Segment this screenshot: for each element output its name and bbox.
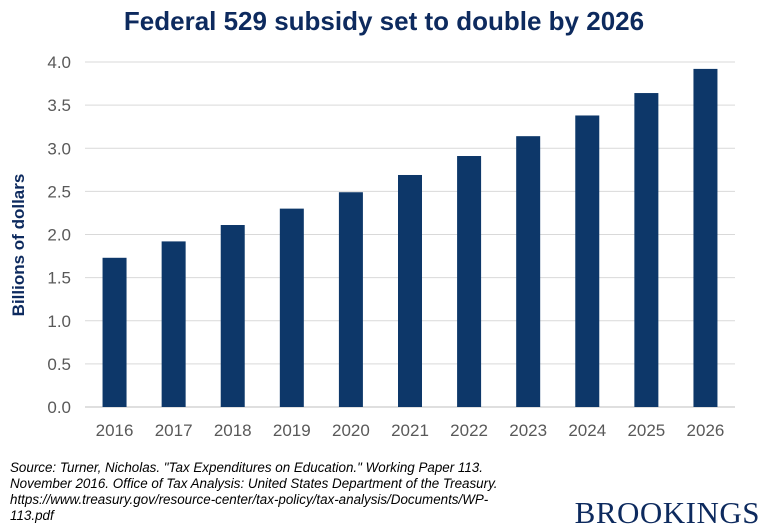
y-tick-label: 0.5	[47, 355, 71, 374]
chart-title: Federal 529 subsidy set to double by 202…	[123, 6, 645, 36]
bar-2019	[279, 208, 304, 407]
y-tick-label: 2.5	[47, 182, 71, 201]
x-tick-label: 2023	[509, 421, 547, 440]
x-tick-labels: 2016 2017 2018 2019 2020 2021 2022 2023 2024 2025…	[96, 421, 725, 440]
x-tick-label: 2024	[568, 421, 606, 440]
brookings-logo: BROOKINGS	[574, 495, 760, 530]
bar-2018	[220, 225, 245, 407]
x-tick-label: 2016	[96, 421, 134, 440]
source-note: Source: Turner, Nicholas. "Tax Expenditu…	[10, 460, 600, 524]
y-tick-label: 2.0	[47, 226, 71, 245]
source-line: November 2016. Office of Tax Analysis: U…	[10, 476, 498, 491]
x-tick-label: 2025	[627, 421, 665, 440]
x-tick-label: 2021	[391, 421, 429, 440]
x-tick-label: 2018	[214, 421, 252, 440]
y-tick-label: 3.0	[47, 139, 71, 158]
bar-2016	[102, 257, 127, 407]
bar-2023	[516, 136, 541, 408]
bar-2025	[634, 93, 659, 408]
bar-2026	[693, 68, 718, 408]
y-tick-label: 3.5	[47, 96, 71, 115]
y-tick-label: 0.0	[47, 398, 71, 417]
source-line: https://www.treasury.gov/resource-center…	[10, 492, 489, 507]
source-line: Source: Turner, Nicholas. "Tax Expenditu…	[10, 460, 483, 475]
bar-2024	[575, 115, 600, 407]
y-tick-labels: 0.0 0.5 1.0 1.5 2.0 2.5 3.0 3.5 4.0	[47, 53, 71, 417]
x-tick-label: 2022	[450, 421, 488, 440]
x-tick-label: 2019	[273, 421, 311, 440]
bar-2020	[338, 192, 363, 407]
source-line: 113.pdf	[10, 508, 54, 523]
y-tick-label: 1.0	[47, 312, 71, 331]
y-tick-label: 4.0	[47, 53, 71, 72]
bar-2017	[161, 241, 186, 407]
bar-chart: 0.0 0.5 1.0 1.5 2.0 2.5 3.0 3.5 4.0 2016 2017 2018…	[9, 53, 735, 440]
bar-2022	[457, 156, 482, 407]
bars	[102, 68, 718, 408]
y-tick-label: 1.5	[47, 269, 71, 288]
x-tick-label: 2017	[155, 421, 193, 440]
x-tick-label: 2026	[687, 421, 725, 440]
y-axis-label: Billions of dollars	[9, 174, 28, 317]
x-tick-label: 2020	[332, 421, 370, 440]
bar-2021	[398, 174, 422, 407]
